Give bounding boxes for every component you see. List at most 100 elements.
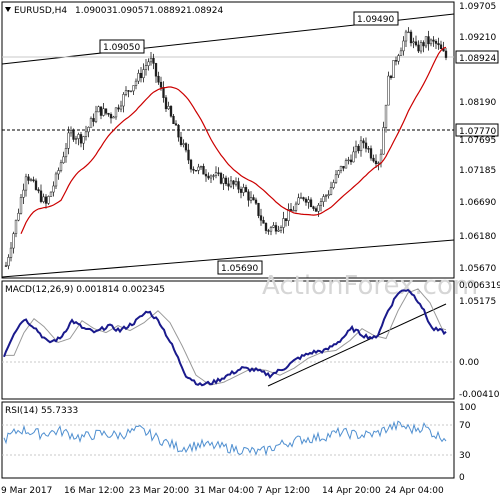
price-tick-1-08190: 1.08190 bbox=[459, 98, 496, 108]
candle-body-134 bbox=[339, 165, 343, 171]
candle-body-4 bbox=[14, 219, 18, 234]
candle-body-29 bbox=[77, 134, 80, 139]
rsi-tick-100: 100 bbox=[459, 403, 476, 413]
candle-body-23 bbox=[62, 156, 65, 164]
candle-body-86 bbox=[219, 173, 223, 184]
lower-channel-line bbox=[1, 239, 455, 278]
candle-body-39 bbox=[102, 108, 105, 116]
candle-body-126 bbox=[319, 201, 323, 206]
candle-body-53 bbox=[137, 72, 140, 82]
rsi-tick-70: 70 bbox=[459, 421, 471, 431]
candle-body-82 bbox=[209, 175, 213, 179]
x-label-7-apr: 7 Apr 12:00 bbox=[257, 486, 310, 496]
macd-tick-zero: 0.00 bbox=[459, 358, 479, 368]
candle-body-13 bbox=[37, 189, 40, 192]
candle-body-152 bbox=[384, 104, 388, 128]
candle-body-136 bbox=[344, 160, 348, 169]
candle-body-90 bbox=[229, 180, 233, 187]
candle-body-61 bbox=[157, 75, 160, 83]
candle-body-172 bbox=[434, 41, 438, 44]
candle-body-25 bbox=[67, 132, 70, 149]
candle-body-130 bbox=[329, 187, 333, 195]
candle-body-16 bbox=[44, 196, 48, 204]
candle-body-101 bbox=[257, 203, 260, 216]
current-price-box bbox=[455, 50, 499, 64]
candle-body-151 bbox=[382, 127, 385, 155]
moving-average-line bbox=[20, 46, 447, 234]
candle-body-114 bbox=[289, 208, 293, 211]
candle-body-96 bbox=[244, 187, 248, 193]
candle-body-170 bbox=[429, 39, 433, 45]
candle-body-94 bbox=[239, 188, 243, 193]
candle-body-139 bbox=[352, 151, 355, 163]
candle-body-92 bbox=[234, 181, 238, 185]
candle-body-168 bbox=[424, 36, 428, 47]
candle-body-144 bbox=[364, 142, 368, 149]
candle-body-138 bbox=[349, 159, 353, 163]
candle-body-135 bbox=[342, 165, 345, 169]
candle-body-116 bbox=[294, 203, 298, 211]
candle-body-108 bbox=[274, 225, 278, 232]
candle-body-38 bbox=[99, 106, 103, 116]
candle-body-10 bbox=[29, 179, 33, 181]
x-label-31-mar: 31 Mar 04:00 bbox=[194, 486, 254, 496]
candle-body-72 bbox=[184, 143, 188, 151]
header-triangle-icon bbox=[5, 7, 11, 12]
candle-body-45 bbox=[117, 107, 120, 110]
candle-body-26 bbox=[69, 130, 73, 134]
candle-body-32 bbox=[84, 131, 88, 137]
candle-body-156 bbox=[394, 60, 398, 62]
callout-1-09050-box bbox=[99, 39, 145, 54]
candle-body-113 bbox=[287, 208, 290, 221]
candle-body-103 bbox=[262, 220, 265, 224]
candle-body-6 bbox=[19, 197, 23, 214]
candle-body-153 bbox=[387, 75, 390, 106]
candle-body-112 bbox=[284, 218, 288, 221]
candle-body-154 bbox=[389, 75, 393, 78]
candle-body-131 bbox=[332, 182, 335, 188]
price-panel-frame bbox=[1, 1, 455, 279]
candle-body-99 bbox=[252, 197, 255, 201]
price-header: EURUSD,H4 1.09003 1.09057 1.08892 1.0892… bbox=[5, 6, 223, 16]
macd-tick-top: 0.006319 bbox=[459, 281, 500, 291]
callout-1-05690: 1.05690 bbox=[217, 260, 263, 275]
callout-1-05690-text: 1.05690 bbox=[221, 264, 258, 274]
candle-body-173 bbox=[437, 43, 440, 46]
candle-body-169 bbox=[427, 36, 430, 45]
candle-body-145 bbox=[367, 148, 370, 150]
price-axis: 1.09705 1.09210 1.08924 1.08190 1.07770 … bbox=[455, 2, 499, 307]
x-label-9-mar-2017: 9 Mar 2017 bbox=[1, 486, 52, 496]
candle-body-74 bbox=[189, 159, 193, 170]
candle-body-48 bbox=[124, 90, 128, 95]
price-tick-1-05670: 1.05670 bbox=[459, 264, 496, 274]
candle-body-7 bbox=[22, 189, 25, 198]
candle-body-47 bbox=[122, 94, 125, 107]
x-axis: 9 Mar 2017 16 Mar 12:00 23 Mar 20:00 31 … bbox=[1, 486, 444, 496]
candle-body-107 bbox=[272, 225, 275, 228]
price-tick-1-07695: 1.07695 bbox=[459, 136, 496, 146]
candle-body-2 bbox=[9, 247, 13, 258]
candle-body-161 bbox=[407, 31, 410, 34]
candle-body-57 bbox=[147, 61, 150, 66]
candle-body-36 bbox=[94, 111, 98, 122]
candle-body-88 bbox=[224, 177, 228, 185]
candle-body-83 bbox=[212, 175, 215, 177]
candle-body-41 bbox=[107, 113, 110, 115]
candle-body-64 bbox=[164, 97, 168, 110]
candle-body-52 bbox=[134, 80, 138, 86]
candle-body-22 bbox=[59, 162, 63, 171]
candle-body-20 bbox=[54, 173, 58, 187]
candle-body-104 bbox=[264, 223, 268, 231]
candle-body-55 bbox=[142, 69, 145, 79]
x-label-14-apr: 14 Apr 20:00 bbox=[322, 486, 381, 496]
candle-body-148 bbox=[374, 160, 378, 164]
price-tick-1-05175: 1.05175 bbox=[459, 297, 496, 307]
candle-body-60 bbox=[154, 63, 158, 77]
watermark: ActionForex.com bbox=[262, 271, 478, 301]
candle-body-129 bbox=[327, 194, 330, 196]
candle-body-132 bbox=[334, 174, 338, 183]
candle-body-141 bbox=[357, 145, 360, 152]
candle-body-162 bbox=[409, 31, 413, 44]
candle-body-81 bbox=[207, 175, 210, 179]
candle-body-18 bbox=[49, 191, 53, 197]
